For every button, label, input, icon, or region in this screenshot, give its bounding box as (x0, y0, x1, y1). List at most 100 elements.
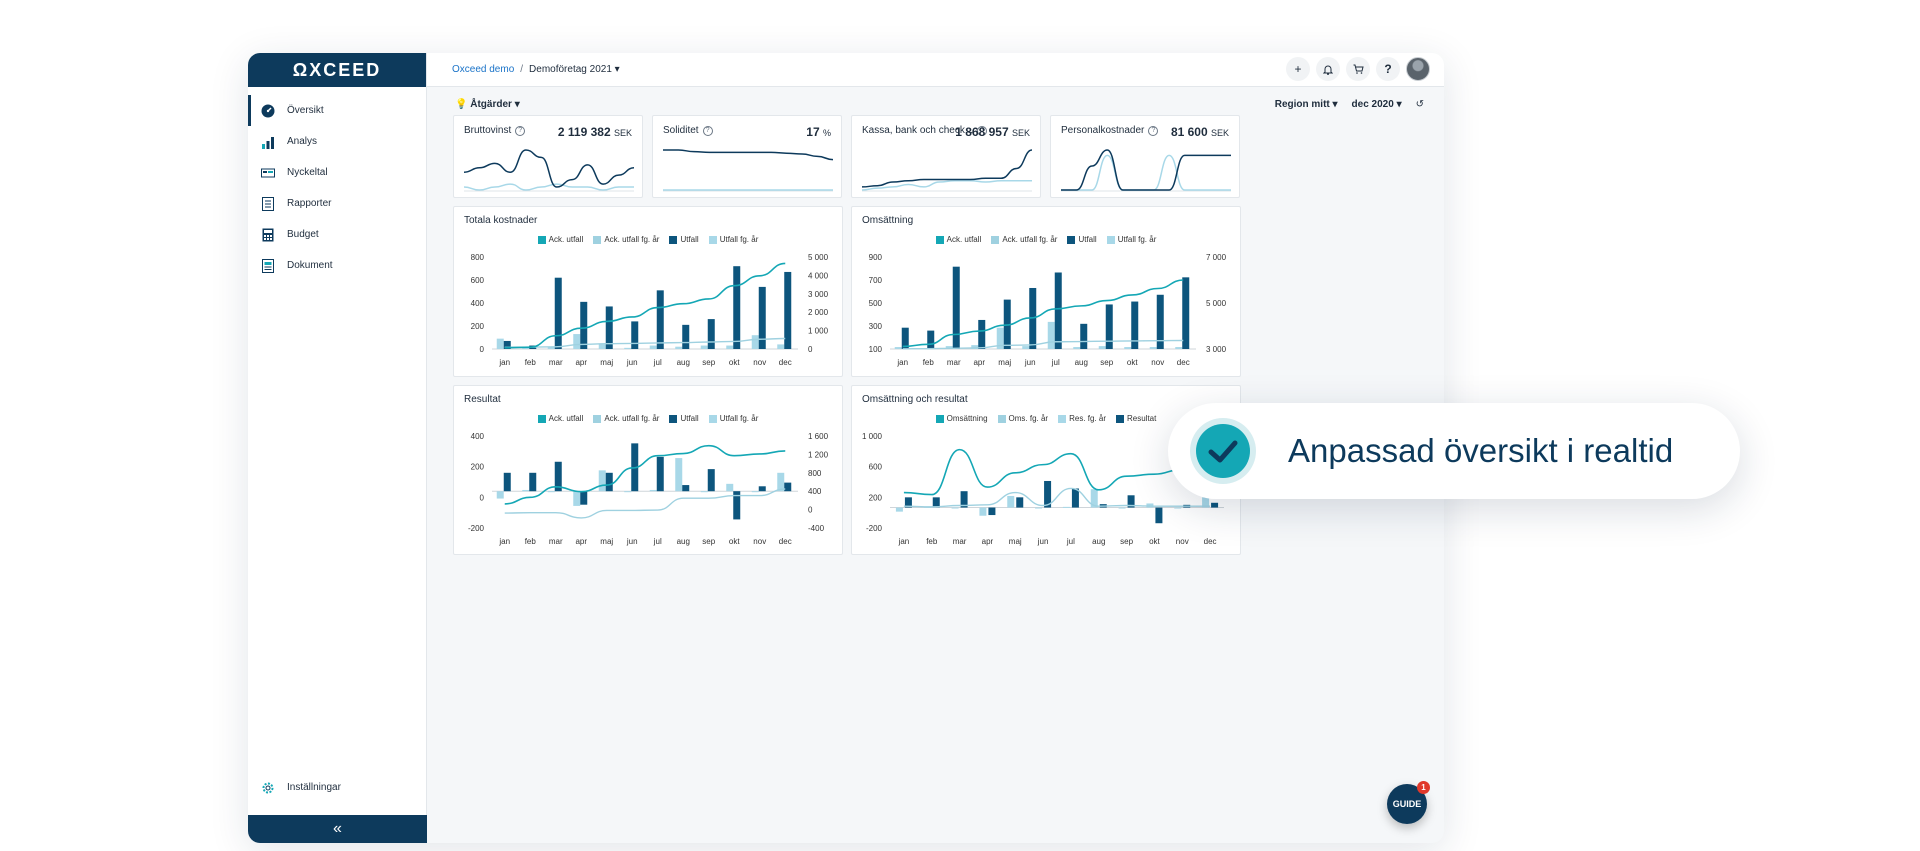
legend-swatch (1067, 235, 1076, 244)
gear-icon (260, 780, 276, 796)
bar-previous-year (496, 338, 504, 349)
company-dropdown[interactable]: Demoföretag 2021 ▾ (529, 64, 620, 75)
x-tick-label: dec (1177, 358, 1190, 367)
logo-bar[interactable]: ΩXCEED (248, 53, 426, 87)
sidebar-item-dokument[interactable]: Dokument (248, 250, 426, 281)
legend-item[interactable]: Utfall (669, 235, 699, 244)
sidebar-item-settings[interactable]: Inställningar (248, 772, 427, 803)
legend-item[interactable]: Ack. utfall (935, 235, 981, 244)
x-tick-label: feb (926, 537, 938, 546)
x-tick-label: okt (1127, 358, 1138, 367)
x-tick-label: jul (653, 358, 662, 367)
help-circle-icon[interactable]: ? (977, 126, 988, 136)
bell-icon[interactable] (1316, 57, 1340, 81)
line-current (902, 279, 1184, 348)
bar-previous-year (1035, 507, 1043, 509)
kpi-card-kassa[interactable]: Kassa, bank och check...? 1 868 957 SEK (851, 115, 1041, 198)
collapse-sidebar-button[interactable]: « (248, 815, 427, 843)
legend-item[interactable]: Utfall fg. år (708, 235, 758, 244)
legend-item[interactable]: Utfall fg. år (708, 414, 758, 423)
chart-svg: 800 600 400 200 0 5 000 4 000 3 000 2 000 1 000 0 j… (471, 253, 829, 367)
legend-label: Ack. utfall (548, 414, 584, 423)
legend-swatch (669, 235, 678, 244)
x-tick-label: sep (1120, 537, 1133, 546)
x-tick-label: maj (600, 537, 613, 546)
help-circle-icon[interactable]: ? (515, 126, 526, 136)
cart-icon[interactable] (1346, 57, 1370, 81)
bar-previous-year (598, 470, 606, 492)
bar-previous-year (675, 346, 683, 349)
y2-tick-label: 3 000 (808, 290, 829, 299)
help-circle-icon[interactable]: ? (702, 126, 713, 136)
region-dropdown[interactable]: Region mitt ▾ (1274, 99, 1338, 110)
actions-dropdown[interactable]: 💡 Åtgärder ▾ (455, 99, 520, 110)
sidebar-item-analys[interactable]: Analys (248, 126, 426, 157)
legend-item[interactable]: Ack. utfall fg. år (593, 235, 659, 244)
bar-current (1071, 488, 1079, 508)
legend-item[interactable]: Oms. fg. år (997, 414, 1048, 423)
kpi-sparkline (862, 149, 1032, 192)
bar-previous-year (649, 345, 657, 349)
legend-item[interactable]: Ack. utfall fg. år (593, 414, 659, 423)
legend-item[interactable]: Utfall fg. år (1106, 235, 1156, 244)
bar-previous-year (895, 507, 903, 512)
help-circle-icon[interactable]: ? (1148, 126, 1159, 136)
bar-previous-year (1047, 321, 1055, 349)
legend-item[interactable]: Ack. utfall (537, 235, 583, 244)
legend-item[interactable]: Resultat (1116, 414, 1156, 423)
sidebar-item-rapporter[interactable]: Rapporter (248, 188, 426, 219)
sidebar-item-oversikt[interactable]: Översikt (248, 95, 426, 126)
legend-swatch (708, 235, 717, 244)
sidebar-item-nyckeltal[interactable]: Nyckeltal (248, 157, 426, 188)
avatar[interactable] (1406, 57, 1430, 81)
line-current (903, 448, 1211, 496)
sidebar-item-label: Rapporter (287, 198, 332, 209)
chart-legend: Ack. utfall Ack. utfall fg. år Utfall Utfal… (454, 414, 842, 423)
bar-previous-year (547, 346, 555, 349)
x-tick-label: dec (1204, 537, 1217, 546)
bar-current (1016, 497, 1024, 508)
kpi-card-soliditet[interactable]: Soliditet? 17 % (652, 115, 842, 198)
refresh-icon[interactable]: ↺ (1415, 99, 1424, 110)
legend-item[interactable]: Utfall (669, 414, 699, 423)
kpi-value: 17 % (806, 125, 831, 139)
x-tick-label: mar (947, 358, 961, 367)
bar-current (1182, 277, 1190, 349)
bar-current (1131, 301, 1139, 349)
oxceed-logo: ΩXCEED (292, 59, 382, 80)
bar-previous-year (979, 507, 987, 516)
y-tick-label: 300 (869, 322, 883, 331)
bar-current (656, 456, 664, 492)
kpi-card-personalkostnader[interactable]: Personalkostnader? 81 600 SEK (1050, 115, 1240, 198)
y-tick-label: 900 (869, 253, 883, 262)
bar-current (1044, 480, 1052, 508)
legend-item[interactable]: Utfall (1067, 235, 1097, 244)
legend-label: Res. fg. år (1069, 414, 1106, 423)
chart-title: Resultat (464, 394, 501, 405)
help-icon[interactable]: ? (1376, 57, 1400, 81)
plus-icon[interactable]: + (1286, 57, 1310, 81)
guide-button[interactable]: GUIDE 1 (1387, 781, 1430, 824)
bar-current (784, 482, 792, 492)
x-tick-label: jan (498, 358, 510, 367)
bar-previous-year (1062, 506, 1070, 508)
bar-previous-year (496, 491, 504, 499)
bar-previous-year (1202, 497, 1210, 508)
bar-chart-icon (260, 134, 276, 150)
x-tick-label: nov (753, 537, 766, 546)
legend-item[interactable]: Ack. utfall (537, 414, 584, 423)
breadcrumb-link[interactable]: Oxceed demo (452, 64, 515, 75)
x-tick-label: nov (753, 358, 766, 367)
filters: Region mitt ▾ dec 2020 ▾ ↺ (1275, 99, 1424, 110)
y2-tick-label: 1 000 (808, 327, 829, 336)
sidebar-item-budget[interactable]: Budget (248, 219, 426, 250)
sparkline-current (1061, 149, 1231, 191)
legend-item[interactable]: Omsättning (935, 414, 988, 423)
breadcrumb-separator: / (520, 64, 524, 75)
legend-item[interactable]: Ack. utfall fg. år (991, 235, 1057, 244)
kpi-card-bruttovinst[interactable]: Bruttovinst? 2 119 382 SEK (453, 115, 643, 198)
period-dropdown[interactable]: dec 2020 ▾ (1351, 99, 1402, 110)
y2-tick-label: 2 000 (808, 308, 829, 317)
toolbar: 💡 Åtgärder ▾ Region mitt ▾ dec 2020 ▾ ↺ (455, 99, 1424, 117)
legend-item[interactable]: Res. fg. år (1058, 414, 1106, 423)
